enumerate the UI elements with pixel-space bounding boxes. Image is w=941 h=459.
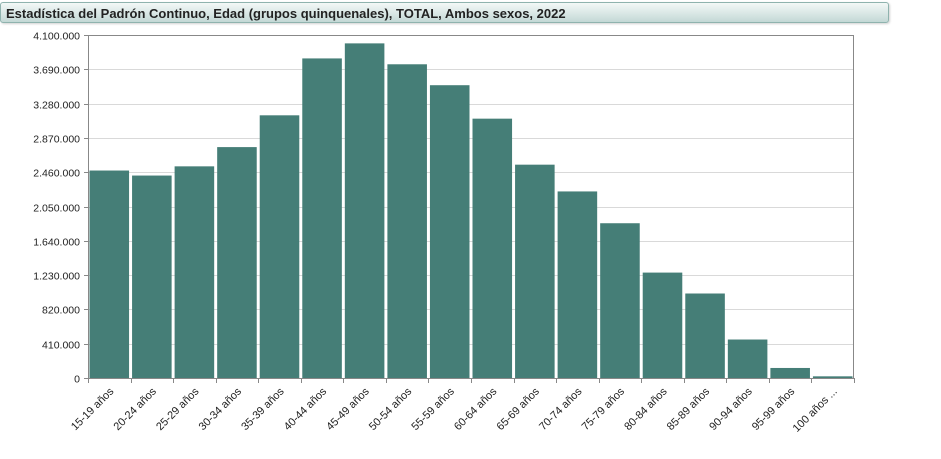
- y-tick-label: 820.000: [42, 305, 80, 317]
- bar[interactable]: [174, 166, 215, 378]
- bar[interactable]: [600, 223, 640, 378]
- chart-title-bar: Estadística del Padrón Continuo, Edad (g…: [0, 2, 889, 23]
- bars: [89, 43, 853, 379]
- bar[interactable]: [259, 115, 300, 378]
- y-tick-label: 2.050.000: [33, 203, 80, 215]
- bar[interactable]: [642, 272, 683, 378]
- x-tick-label: 65-69 años: [495, 385, 543, 433]
- x-tick-label: 35-39 años: [239, 385, 287, 433]
- y-tick-label: 410.000: [42, 340, 80, 352]
- x-tick-label: 50-54 años: [367, 385, 415, 433]
- bar[interactable]: [685, 293, 725, 379]
- x-tick-label: 60-64 años: [452, 385, 500, 433]
- x-tick-label: 90-94 años: [707, 385, 755, 433]
- y-tick-label: 2.460.000: [33, 168, 80, 180]
- bar[interactable]: [344, 43, 385, 379]
- x-tick-label: 85-89 años: [665, 385, 713, 433]
- x-tick-label: 75-79 años: [580, 385, 628, 433]
- bar[interactable]: [89, 170, 130, 378]
- x-tick-label: 20-24 años: [112, 385, 160, 433]
- y-tick-labels: 0 410.000 820.000 1.230.000 1.640.000 2.050.0…: [33, 31, 80, 386]
- x-tick-label: 45-49 años: [324, 385, 372, 433]
- bar[interactable]: [429, 85, 470, 378]
- bar[interactable]: [132, 175, 172, 378]
- x-tick-label: 100 años ...: [791, 386, 840, 435]
- x-tick-label: 70-74 años: [537, 385, 585, 433]
- bar[interactable]: [727, 339, 768, 378]
- bar[interactable]: [557, 191, 598, 378]
- x-tick-label: 80-84 años: [622, 385, 670, 433]
- x-tick-label: 40-44 años: [282, 385, 330, 433]
- y-tick-label: 3.690.000: [33, 65, 80, 77]
- bar[interactable]: [387, 64, 427, 378]
- x-tick-label: 30-34 años: [197, 385, 245, 433]
- bar[interactable]: [217, 147, 257, 378]
- y-tick-label: 4.100.000: [33, 31, 80, 43]
- y-tick-label: 1.640.000: [33, 237, 80, 249]
- x-tick-label: 15-19 años: [69, 385, 117, 433]
- bar[interactable]: [812, 376, 853, 378]
- x-tick-label: 25-29 años: [154, 385, 202, 433]
- bar[interactable]: [472, 118, 513, 378]
- axes: [84, 35, 855, 383]
- y-tick-label: 3.280.000: [33, 100, 80, 112]
- chart-title: Estadística del Padrón Continuo, Edad (g…: [6, 6, 566, 21]
- bar[interactable]: [302, 58, 342, 379]
- x-tick-label: 55-59 años: [409, 385, 457, 433]
- bar[interactable]: [770, 367, 810, 378]
- y-tick-label: 1.230.000: [33, 271, 80, 283]
- y-tick-label: 0: [74, 374, 80, 386]
- bar[interactable]: [515, 164, 555, 378]
- y-tick-label: 2.870.000: [33, 134, 80, 146]
